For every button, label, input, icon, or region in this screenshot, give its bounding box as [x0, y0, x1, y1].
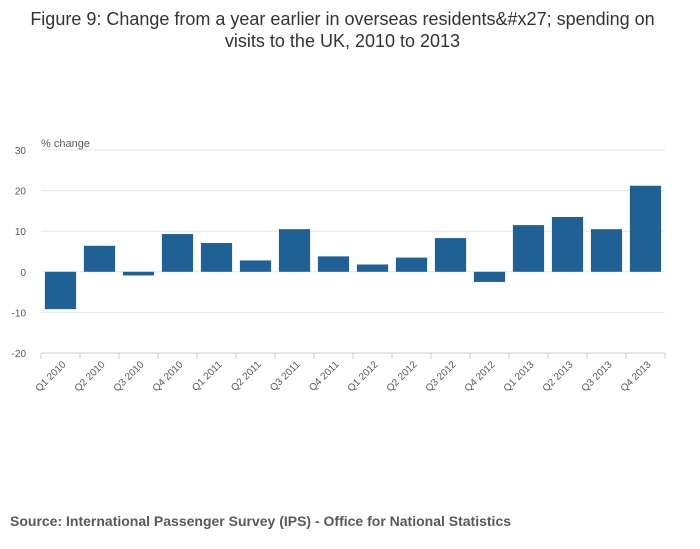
- x-tick-label: Q3 2010: [112, 359, 147, 394]
- x-tick-label: Q3 2012: [424, 359, 459, 394]
- y-axis-ticks: -20 -10 0 10 20 30: [12, 146, 27, 360]
- x-tick-label: Q4 2012: [463, 359, 498, 394]
- bar: [434, 238, 467, 272]
- x-tick-label: Q4 2011: [307, 359, 342, 394]
- x-tick-label: Q2 2012: [385, 359, 420, 394]
- bar: [473, 271, 506, 282]
- x-tick-label: Q3 2013: [580, 359, 615, 394]
- y-tick-label: 10: [15, 227, 27, 238]
- x-tick-label: Q1 2013: [502, 359, 537, 394]
- bar: [629, 185, 662, 272]
- chart-title: Figure 9: Change from a year earlier in …: [30, 9, 655, 51]
- bar: [44, 271, 77, 310]
- bar: [590, 229, 623, 272]
- bar: [395, 257, 428, 272]
- bar: [83, 245, 116, 272]
- x-axis: [40, 352, 666, 359]
- bar: [200, 242, 233, 272]
- bars: [44, 185, 662, 310]
- x-tick-label: Q1 2010: [34, 359, 69, 394]
- x-tick-label: Q1 2011: [190, 359, 225, 394]
- x-tick-label: Q4 2013: [619, 359, 654, 394]
- y-tick-label: 20: [15, 187, 27, 198]
- y-axis-label: % change: [41, 138, 90, 150]
- y-tick-label: -10: [12, 308, 27, 319]
- x-tick-label: Q2 2011: [229, 359, 264, 394]
- bar: [278, 229, 311, 272]
- bar: [356, 264, 389, 272]
- x-tick-label: Q2 2013: [541, 359, 576, 394]
- x-tick-label: Q3 2011: [268, 359, 303, 394]
- x-tick-label: Q4 2010: [151, 359, 186, 394]
- bar: [512, 225, 545, 272]
- y-tick-label: -20: [12, 349, 27, 360]
- x-tick-label: Q1 2012: [346, 359, 381, 394]
- x-tick-label: Q2 2010: [73, 359, 108, 394]
- bar: [317, 256, 350, 272]
- bar: [551, 216, 584, 272]
- x-axis-ticks: Q1 2010 Q2 2010 Q3 2010 Q4 2010 Q1 2011 Q2 20…: [34, 359, 654, 394]
- bar: [122, 271, 155, 276]
- source-note: Source: International Passenger Survey (…: [10, 513, 512, 529]
- y-tick-label: 0: [20, 268, 26, 279]
- bar: [239, 260, 272, 272]
- bar: [161, 234, 194, 272]
- y-tick-label: 30: [15, 146, 27, 157]
